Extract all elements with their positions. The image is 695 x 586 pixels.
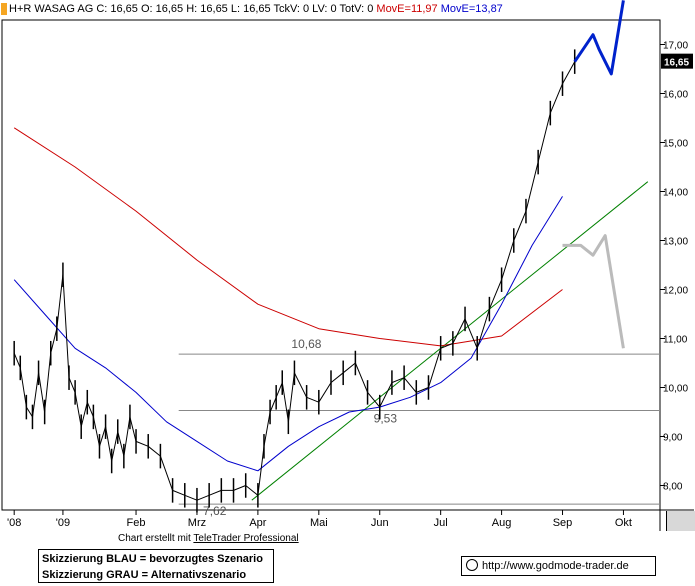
x-tick-label: Feb xyxy=(127,517,146,529)
support-trendline xyxy=(251,181,649,501)
last-price-label: 16,65 xyxy=(664,58,689,69)
price-chart-svg: 8,00 9,00 10,00 11,00 12,00 13,00 14,00 15,00 16… xyxy=(1,0,694,531)
chart-credit: Chart erstellt mit TeleTrader Profession… xyxy=(118,533,299,544)
x-tick-label: Sep xyxy=(553,517,573,529)
price-line xyxy=(13,61,576,501)
scenario-legend: Skizzierung BLAU = bevorzugtes Szenario … xyxy=(38,549,274,583)
scenario-blue-line xyxy=(573,0,625,76)
credit-brand-link[interactable]: TeleTrader Professional xyxy=(193,533,299,544)
x-tick-label: Apr xyxy=(249,517,266,529)
x-tick-label: Mrz xyxy=(188,517,206,529)
x-tick-label: Jul xyxy=(434,517,448,529)
y-tick-label: 13,00 xyxy=(663,237,688,248)
last-price-box xyxy=(661,53,693,69)
ma-blue-line xyxy=(13,196,563,472)
y-tick-label: 16,00 xyxy=(663,90,688,101)
legend-gray-scenario: Skizzierung GRAU = Alternativszenario xyxy=(42,569,247,581)
x-tick-label: '09 xyxy=(56,517,70,529)
teletrader-logo-icon xyxy=(1,3,7,16)
y-tick-label: 10,00 xyxy=(663,384,688,395)
y-tick-label: 17,00 xyxy=(663,41,688,52)
globe-icon xyxy=(466,559,478,571)
credit-prefix: Chart erstellt mit xyxy=(118,533,191,544)
y-tick-label: 12,00 xyxy=(663,286,688,297)
x-tick-label: Mai xyxy=(310,517,328,529)
level-label: 9,53 xyxy=(374,412,398,426)
ma-blue-label: MovE=13,87 xyxy=(440,3,503,15)
y-tick-label: 15,00 xyxy=(663,139,688,150)
level-label: 10,68 xyxy=(291,337,321,351)
instrument-name: H+R WASAG AG xyxy=(9,3,94,15)
level-label: 7,62 xyxy=(203,504,227,518)
y-tick-label: 14,00 xyxy=(663,188,688,199)
website-url: http://www.godmode-trader.de xyxy=(482,560,629,572)
x-tick-label: Okt xyxy=(615,517,632,529)
legend-blue-scenario: Skizzierung BLAU = bevorzugtes Szenario xyxy=(42,553,263,565)
quote-line: C: 16,65 O: 16,65 H: 16,65 L: 16,65 TckV… xyxy=(96,3,374,15)
ma-red-line xyxy=(13,127,563,347)
chart-header: H+R WASAG AG C: 16,65 O: 16,65 H: 16,65 … xyxy=(0,0,695,18)
y-tick-label: 11,00 xyxy=(663,335,688,346)
x-tick-label: '08 xyxy=(7,517,21,529)
x-tick-label: Aug xyxy=(492,517,512,529)
ma-red-label: MovE=11,97 xyxy=(376,3,438,15)
chart-corner-arrow-icon[interactable] xyxy=(666,511,695,531)
scenario-gray-line xyxy=(562,234,625,349)
website-link[interactable]: http://www.godmode-trader.de xyxy=(461,556,656,576)
y-tick-label: 8,00 xyxy=(663,482,683,493)
y-tick-label: 9,00 xyxy=(663,433,683,444)
x-tick-label: Jun xyxy=(371,517,389,529)
